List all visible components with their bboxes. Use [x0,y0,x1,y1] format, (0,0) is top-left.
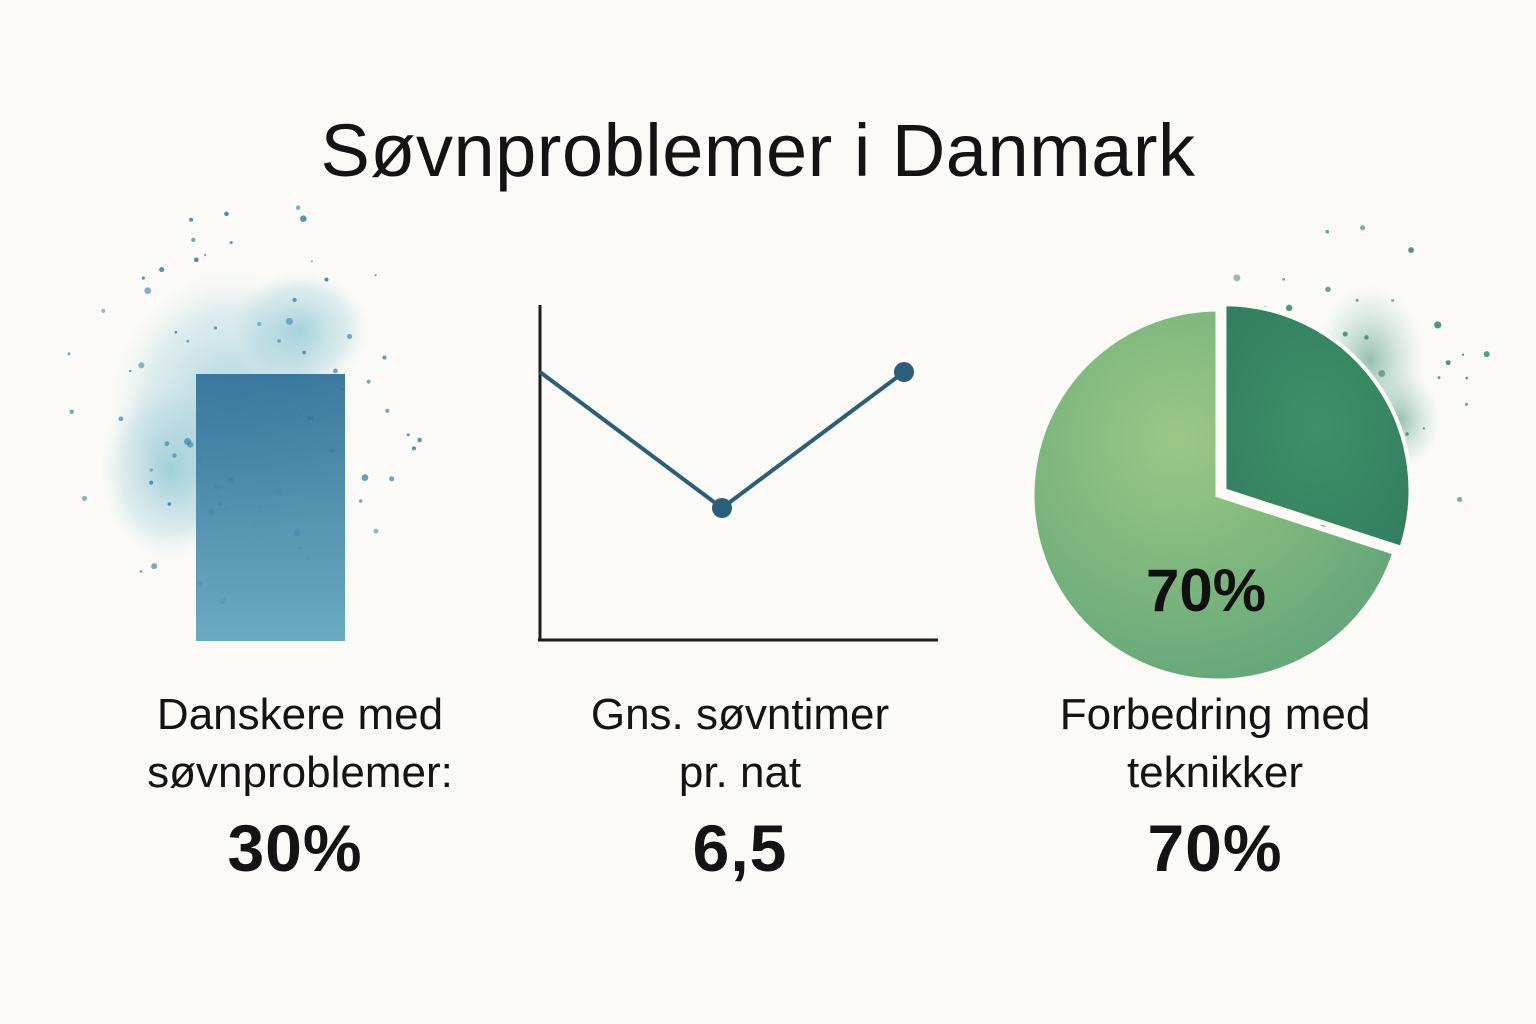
line-point [712,498,732,518]
page-title: Søvnproblemer i Danmark [320,109,1196,192]
splatter-dot [358,499,363,503]
splatter-dot [1355,298,1359,302]
splatter-dot [333,368,338,374]
splatter-dot [1360,225,1366,231]
splatter-dot [324,277,329,282]
splatter-dot [1483,351,1490,358]
splatter-dot [385,408,390,413]
splatter-dot [285,317,293,325]
value-improvement: 70% [1147,811,1283,885]
splatter-dot [149,468,153,472]
splatter-dot [310,260,313,263]
splatter-dot [167,502,172,506]
caption-line: Danskere med [156,690,444,739]
splatter-dot [144,287,152,295]
splatter-dot [1465,376,1469,380]
splatter-dot [1434,321,1442,329]
splatter-dot [224,211,229,217]
line-chart [538,305,938,642]
caption-line: Forbedring med [1059,690,1371,739]
splatter-dot [138,362,145,369]
splatter-dot [128,369,132,373]
bar-mark [196,374,345,641]
splatter-dot [149,480,154,485]
splatter-dot [277,338,282,343]
splatter-dot [1364,335,1369,340]
splatter-dot [189,217,194,222]
splatter-dot [159,267,165,273]
line-series [538,370,906,510]
splatter-dot [151,563,158,570]
splatter-dot [1325,286,1331,293]
splatter-dot [139,570,143,573]
splatter-dot [257,321,262,327]
splatter-dot [141,276,145,280]
splatter-dot [213,326,218,330]
splatter-dot [300,215,307,222]
splatter-dot [1437,376,1441,380]
splatter-dot [346,333,353,339]
splatter-dot [1464,402,1468,406]
splatter-dot [191,237,196,243]
splatter-dot [389,476,395,482]
splatter-dot [382,355,387,360]
splatter-dot [366,379,371,384]
splatter-dot [81,495,88,501]
caption-avg-sleep-hours: Gns. søvntimer pr. nat [530,686,950,802]
splatter-dot [101,308,106,313]
splatter-dot [1282,278,1286,281]
caption-line: pr. nat [678,748,802,797]
splatter-dot [292,297,297,303]
splatter-dot [172,453,177,458]
splatter-dot [1325,229,1330,234]
splatter-dot [203,253,207,257]
splatter-dot [118,416,124,422]
splatter-dot [1408,247,1414,253]
pie-slice-small [1222,302,1413,551]
splatter-dot [1378,369,1386,377]
splatter-dot [164,441,170,447]
caption-sleep-problems: Danskere med søvnproblemer: [90,686,510,802]
splatter-dot [1391,298,1395,303]
value-avg-sleep-hours: 6,5 [692,811,788,885]
splatter-dot [187,441,194,448]
splatter-dot [373,528,379,534]
splatter-dot [374,274,377,277]
caption-line: søvnproblemer: [147,748,453,797]
pie-slice-large [1029,306,1399,684]
bar-chart [196,374,345,641]
pie-slice-label: 70% [1146,557,1267,624]
splatter-dot [1285,304,1293,312]
splatter-dot [1445,360,1451,366]
splatter-dot [229,241,233,245]
splatter-dot [67,352,71,356]
caption-improvement: Forbedring med teknikker [1005,686,1425,802]
splatter-dot [1461,353,1465,356]
caption-line: teknikker [1126,748,1304,797]
splatter-dot [69,409,74,414]
splatter-dot [1456,496,1463,503]
splatter-dot [361,474,369,482]
splatter-dot [406,433,410,437]
line-point [894,362,914,382]
splatter-dot [295,205,301,210]
value-sleep-problems: 30% [227,811,363,885]
caption-line: Gns. søvntimer [590,690,890,739]
splatter-dot [1342,331,1348,337]
splatter-dot [411,446,417,451]
splatter-dot [302,350,307,355]
splatter-dot [174,330,178,334]
splatter-dot [186,339,190,343]
pie-chart [1029,302,1413,684]
splatter-dot [1233,274,1241,282]
splatter-dot [417,437,422,443]
splatter-dot [193,257,199,263]
splatter-dot [1405,432,1409,436]
splatter-dot [1422,427,1425,430]
